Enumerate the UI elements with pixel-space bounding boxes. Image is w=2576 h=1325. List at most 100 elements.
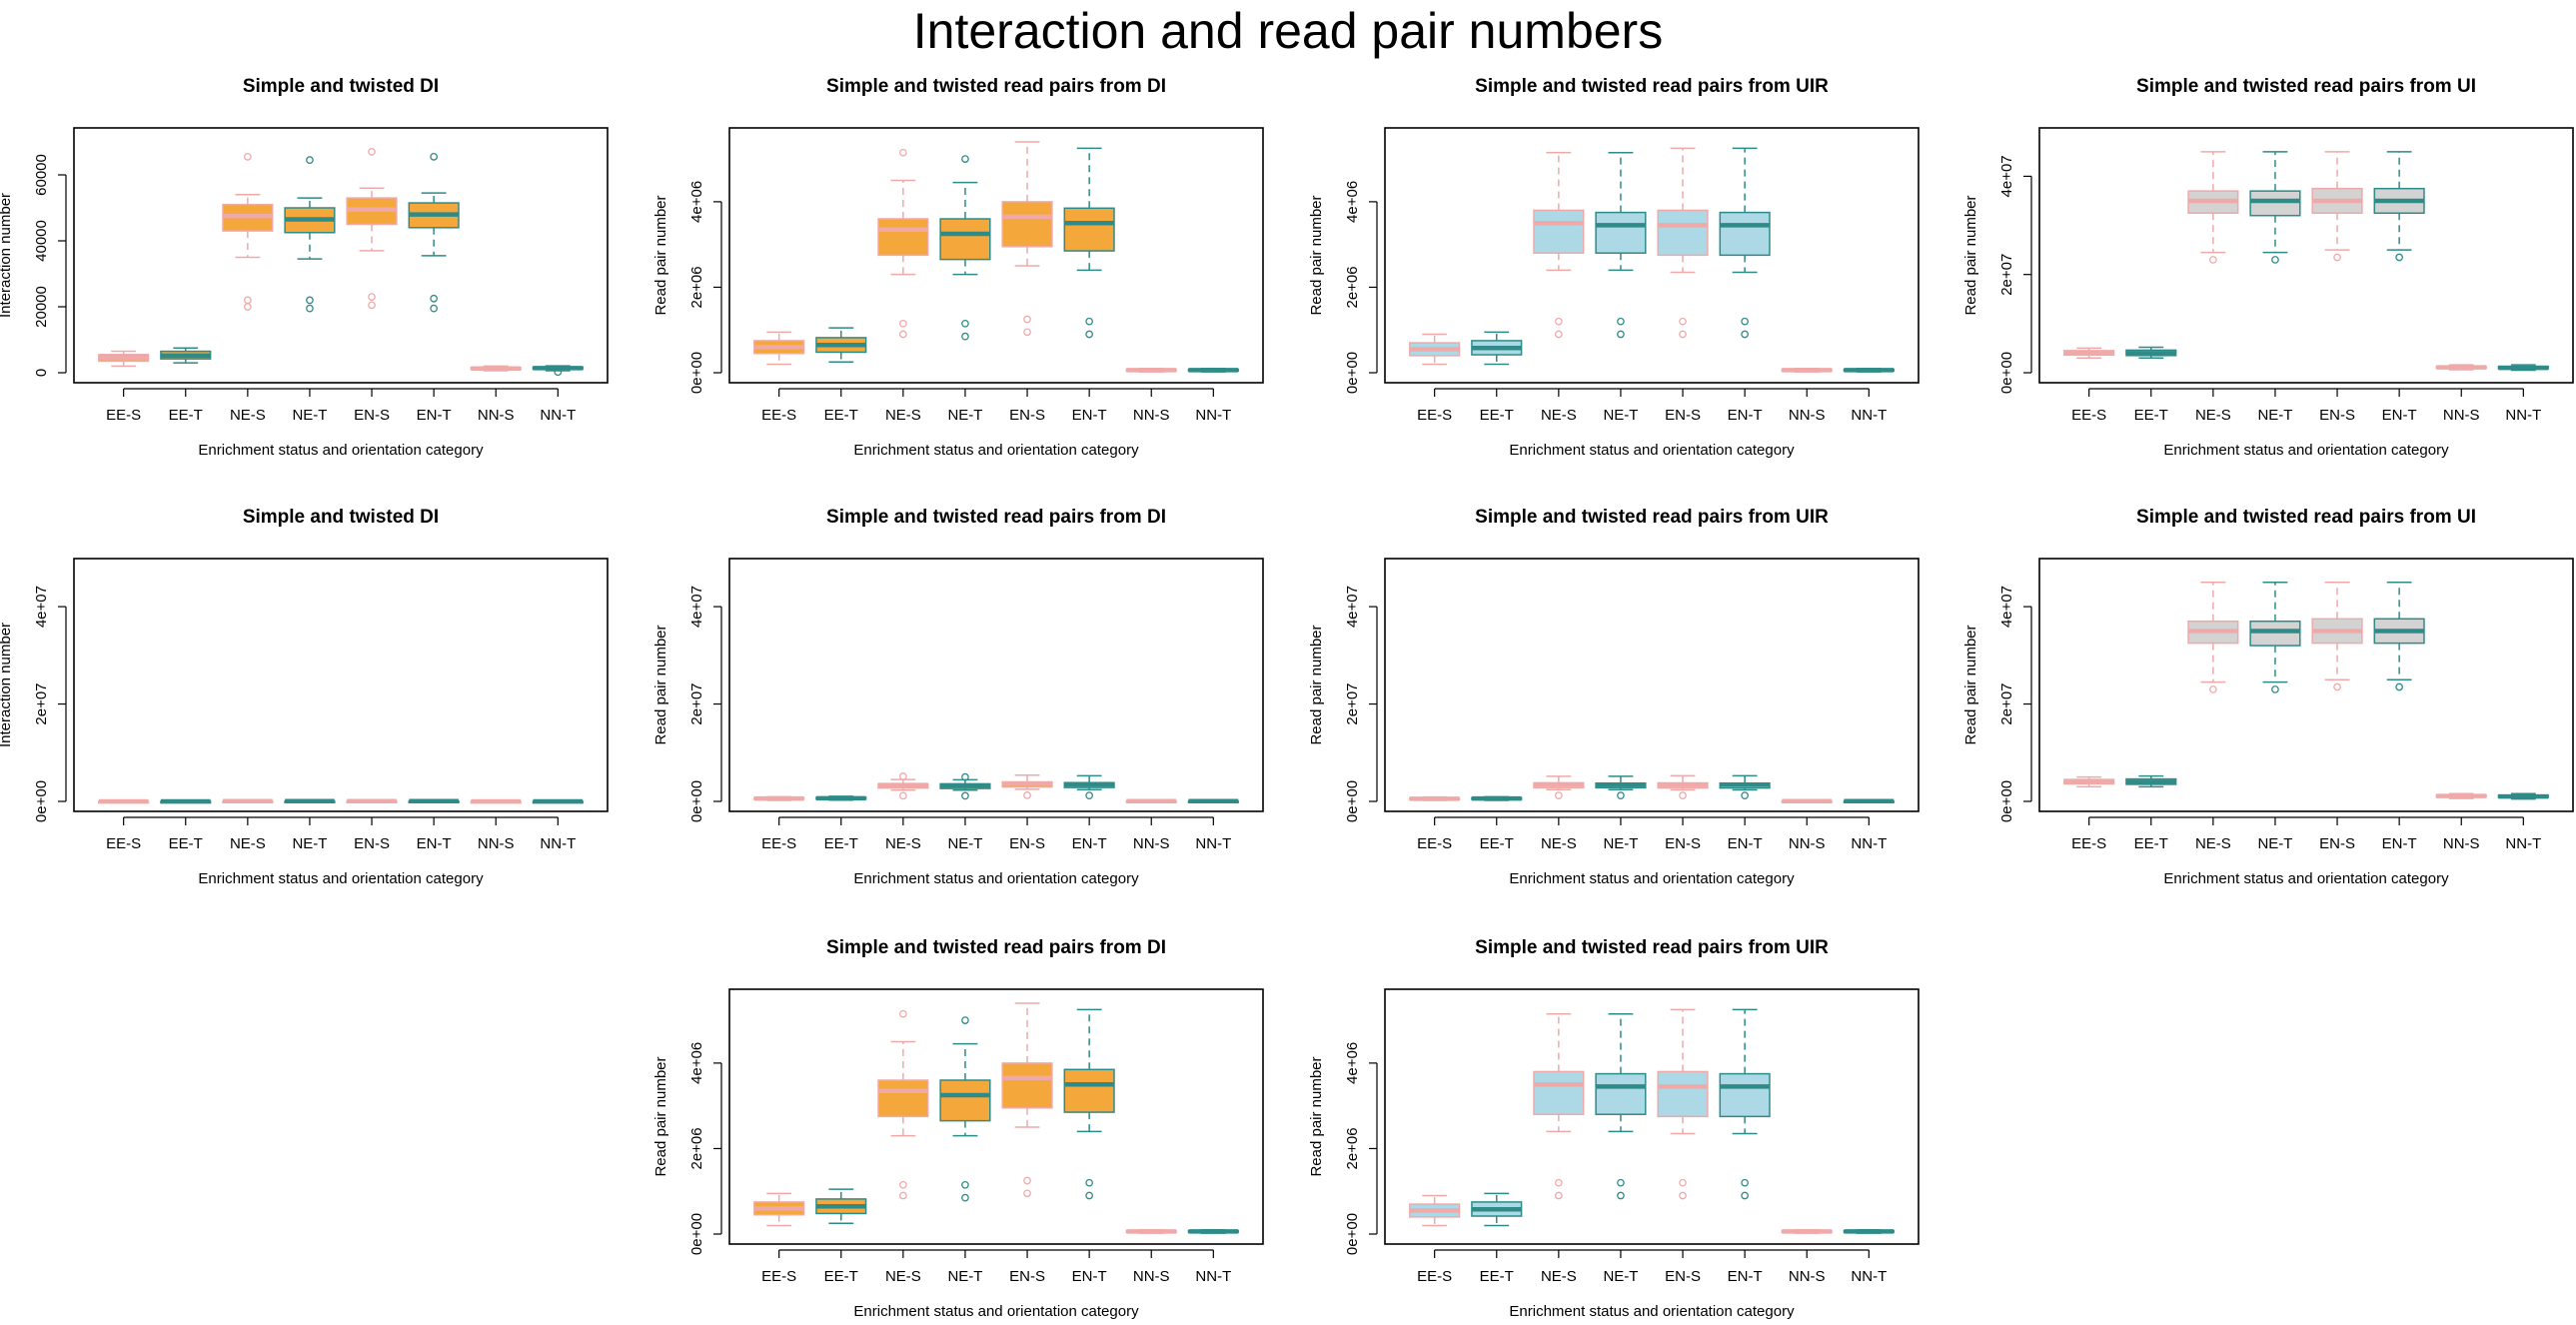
outlier-point <box>1085 1191 1093 1200</box>
chart-panel: Simple and twisted read pairs from UIR EE… <box>1308 937 1920 1320</box>
x-tick-label: EN-T <box>1728 835 1763 852</box>
x-tick-label: EN-T <box>1728 407 1763 424</box>
box-EE-T <box>815 795 867 801</box>
y-tick-label: 0e+00 <box>1998 352 2015 394</box>
chart-title: Simple and twisted read pairs from UI <box>2136 76 2476 97</box>
box-EN-T <box>1719 147 1771 339</box>
y-axis-label: Read pair number <box>652 195 669 315</box>
chart-panel: Simple and twisted read pairs from DI EE-… <box>652 76 1264 459</box>
outlier-point <box>1679 317 1687 326</box>
chart-title: Simple and twisted read pairs from DI <box>826 507 1166 528</box>
box-iqr <box>1657 209 1709 257</box>
outlier-point <box>1679 1191 1687 1200</box>
x-axis-label: Enrichment status and orientation catego… <box>198 870 484 887</box>
x-tick-label: EE-T <box>1480 407 1514 424</box>
x-tick-label: NE-S <box>2195 835 2231 852</box>
box-NE-T <box>2249 151 2301 264</box>
x-tick-label: NE-T <box>2257 407 2292 424</box>
chart-title: Simple and twisted DI <box>243 507 439 528</box>
box-NN-T <box>532 798 584 804</box>
y-tick-label: 4e+07 <box>688 586 705 628</box>
plot-frame <box>73 558 609 812</box>
box-NE-S <box>1533 1012 1585 1200</box>
x-tick-label: NN-S <box>1133 407 1170 424</box>
box-NN-T <box>1843 1228 1895 1234</box>
box-NN-T <box>1843 798 1895 803</box>
x-tick-label: EE-T <box>2134 835 2168 852</box>
x-tick-label: EN-T <box>2382 835 2417 852</box>
outlier-point <box>1617 791 1625 800</box>
x-tick-label: NN-T <box>2505 835 2541 852</box>
x-tick-label: EE-T <box>169 407 203 424</box>
outlier-point <box>306 156 314 164</box>
x-tick-label: EN-T <box>2382 407 2417 424</box>
outlier-point <box>1679 791 1687 800</box>
x-tick-label: NN-S <box>2443 407 2480 424</box>
x-tick-label: NN-T <box>540 835 576 852</box>
box-EE-S <box>753 1192 805 1227</box>
x-tick-label: NE-T <box>2257 835 2292 852</box>
x-tick-label: NE-S <box>230 407 266 424</box>
y-tick-label: 4e+06 <box>1344 181 1361 223</box>
outlier-point <box>961 1193 969 1202</box>
box-EN-S <box>346 148 398 310</box>
outlier-point <box>306 304 314 313</box>
outlier-point <box>1741 317 1749 326</box>
y-tick-label: 2e+07 <box>1998 682 2015 724</box>
box-NE-S <box>222 153 274 311</box>
y-tick-label: 0e+00 <box>1344 780 1361 822</box>
y-tick-label: 2e+06 <box>688 1127 705 1169</box>
outlier-point <box>1555 791 1563 800</box>
outlier-point <box>961 1180 969 1189</box>
box-EE-S <box>1409 1194 1461 1227</box>
x-tick-label: NN-S <box>478 407 515 424</box>
chart-title: Simple and twisted read pairs from UIR <box>1475 507 1829 528</box>
box-EN-S <box>1001 141 1053 337</box>
box-NE-S <box>877 772 929 800</box>
chart-panel: Simple and twisted read pairs from UIR EE… <box>1308 507 1920 887</box>
x-tick-label: NN-T <box>1851 835 1887 852</box>
y-tick-label: 2e+06 <box>688 266 705 308</box>
outlier-point <box>2395 682 2403 691</box>
box-EE-S <box>753 795 805 801</box>
x-tick-label: EN-T <box>1072 835 1107 852</box>
box-iqr <box>2249 190 2301 217</box>
box-iqr <box>1533 1070 1585 1115</box>
x-tick-label: EN-S <box>2319 407 2355 424</box>
x-tick-label: EE-T <box>824 407 858 424</box>
y-axis-label: Interaction number <box>0 193 14 318</box>
box-EN-T <box>1063 774 1115 800</box>
x-tick-label: NE-T <box>947 407 982 424</box>
x-tick-label: NN-T <box>1195 1268 1231 1285</box>
box-NN-S <box>1781 367 1833 373</box>
plot-frame <box>2038 558 2574 812</box>
y-tick-label: 4e+07 <box>1998 155 2015 197</box>
box-NN-S <box>2435 364 2487 371</box>
box-NE-T <box>1595 1012 1647 1200</box>
box-EN-T <box>1719 1008 1771 1200</box>
y-tick-label: 4e+07 <box>1998 586 2015 628</box>
box-iqr <box>877 218 929 257</box>
y-tick-label: 2e+07 <box>688 682 705 724</box>
box-NE-S <box>877 1009 929 1200</box>
plot-frame <box>728 127 1264 384</box>
outlier-point <box>2333 682 2341 691</box>
y-tick-label: 0e+00 <box>688 1213 705 1255</box>
x-axis-label: Enrichment status and orientation catego… <box>1509 1303 1795 1320</box>
outlier-point <box>1023 791 1031 799</box>
box-iqr <box>1063 207 1115 252</box>
x-tick-label: EN-T <box>1072 407 1107 424</box>
y-axis-label: Read pair number <box>1308 1056 1325 1176</box>
box-EE-T <box>1471 1192 1523 1227</box>
box-NN-T <box>1187 1228 1239 1234</box>
x-tick-label: NE-T <box>1603 407 1638 424</box>
box-EE-S <box>753 331 805 366</box>
box-NN-T <box>532 365 584 377</box>
x-tick-label: EN-T <box>417 835 452 852</box>
y-tick-label: 2e+07 <box>33 682 50 724</box>
figure-title: Interaction and read pair numbers <box>912 3 1664 59</box>
x-tick-label: NN-S <box>2443 835 2480 852</box>
box-EN-S <box>1657 1008 1709 1200</box>
chart-title: Simple and twisted read pairs from DI <box>826 76 1166 97</box>
outlier-point <box>2395 253 2403 262</box>
